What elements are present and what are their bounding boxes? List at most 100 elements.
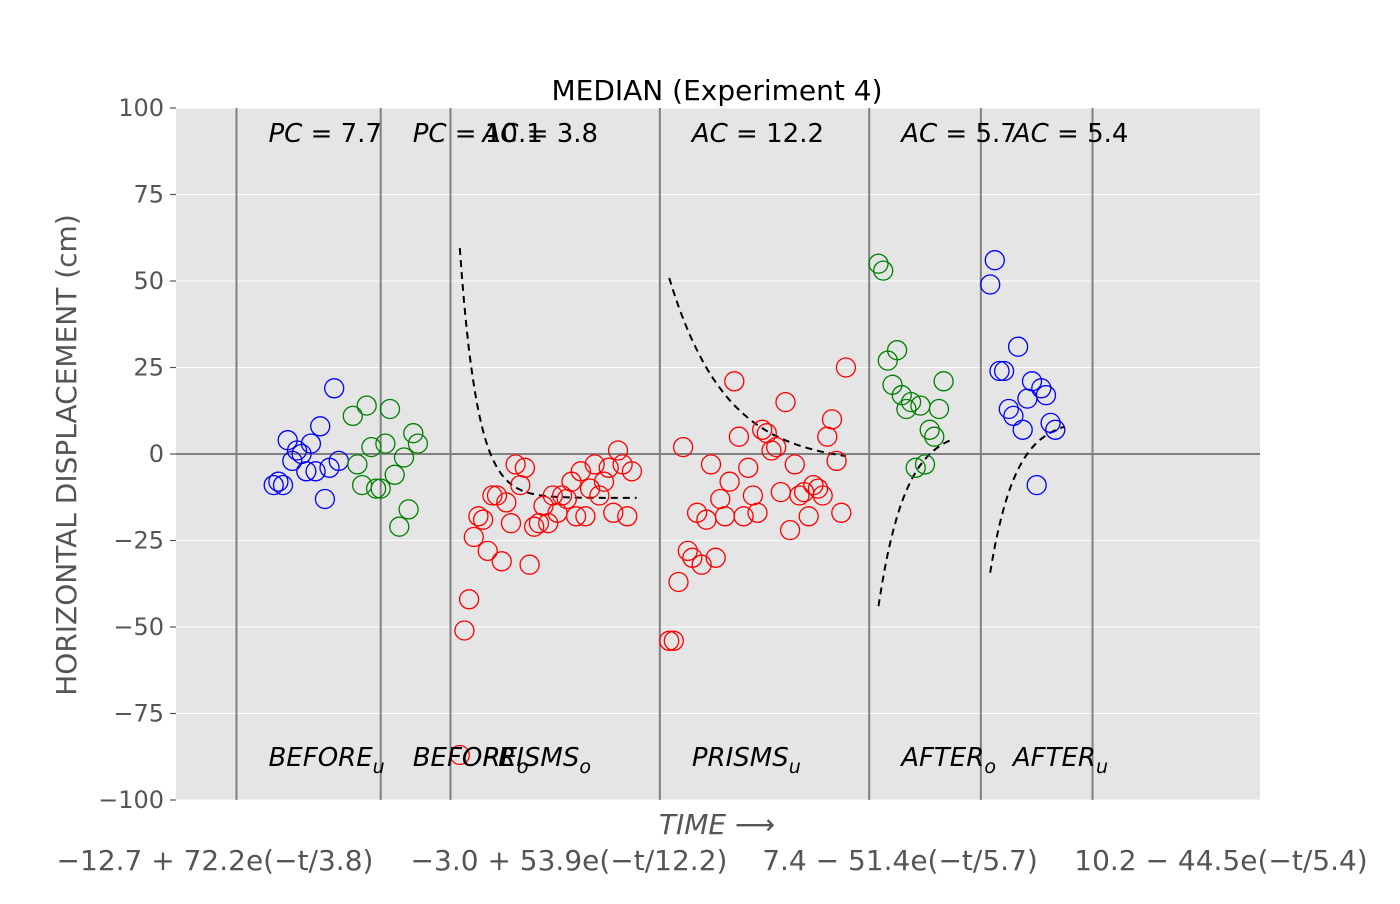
data-point [472, 509, 494, 530]
data-point [375, 433, 396, 454]
data-point [379, 398, 401, 420]
data-point [989, 360, 1010, 382]
data-point [789, 485, 810, 506]
data-point [831, 502, 852, 523]
data-point [463, 526, 484, 548]
data-point [924, 426, 945, 447]
data-point [584, 454, 605, 475]
data-point [766, 436, 787, 458]
data-point [361, 436, 382, 458]
data-point [914, 454, 936, 475]
grid-lines [176, 107, 1260, 801]
phase-stat-label: AC = 5.4 [1011, 119, 1129, 149]
y-axis-ticks: 100 75 50 25 0 −25 −50 −75 −100 [98, 94, 176, 814]
data-point [365, 478, 387, 499]
data-point [621, 461, 643, 482]
data-point [505, 454, 526, 475]
data-point [286, 440, 308, 461]
data-point [356, 395, 377, 416]
data-point [1031, 378, 1052, 399]
fit-curve [458, 248, 637, 499]
data-point [454, 620, 475, 641]
phase-stat-label: PC = 10.1 [413, 119, 543, 149]
data-point [514, 457, 536, 478]
phase-stat-label: AC = 12.2 [690, 119, 824, 149]
data-point [886, 340, 908, 361]
data-point [1035, 385, 1057, 406]
data-point [998, 398, 1019, 420]
data-point [524, 516, 545, 537]
data-point [477, 540, 498, 562]
y-tick-label: −50 [113, 613, 164, 641]
data-point [807, 478, 829, 499]
data-point [305, 461, 326, 482]
data-points [263, 250, 1066, 766]
data-point [398, 499, 419, 520]
data-point [272, 474, 294, 496]
data-point [519, 554, 540, 575]
data-point [672, 436, 694, 458]
data-point [589, 485, 610, 506]
data-point [747, 502, 768, 523]
phase-stat-label: PC = 7.7 [268, 119, 382, 149]
data-point [342, 405, 363, 427]
data-point [812, 485, 833, 506]
data-point [1012, 419, 1033, 440]
phase-name-label: PRISMSu [692, 743, 801, 778]
data-point [663, 630, 684, 651]
data-point [593, 471, 615, 492]
data-point [300, 433, 322, 454]
data-point [565, 506, 587, 527]
data-point [393, 447, 415, 468]
data-point [496, 492, 517, 513]
data-point [575, 506, 596, 527]
data-point [1040, 412, 1061, 434]
data-point [407, 433, 429, 454]
data-point [826, 450, 847, 472]
data-point [617, 506, 638, 527]
data-point [752, 419, 773, 440]
data-point [491, 551, 512, 572]
fit-equation-2: −3.0 + 53.9e(−t/12.2) [411, 844, 728, 877]
data-point [933, 371, 954, 392]
data-point [263, 474, 284, 496]
fit-equation-3: 7.4 − 51.4e(−t/5.7) [762, 844, 1038, 877]
phase-stat-label: AC = 3.8 [480, 119, 598, 149]
data-point [784, 454, 805, 475]
data-point [551, 485, 573, 506]
data-point [324, 378, 345, 399]
data-point [738, 457, 759, 478]
data-point [733, 506, 754, 527]
data-point [296, 461, 317, 482]
data-point [598, 457, 619, 478]
data-point [482, 485, 503, 506]
fit-curve [668, 277, 847, 458]
data-point [700, 454, 722, 475]
phase-name-label: PRISMSo [482, 743, 590, 778]
data-point [1045, 419, 1066, 440]
data-point [310, 416, 331, 437]
y-tick-label: −75 [113, 700, 164, 728]
y-tick-label: 100 [118, 94, 164, 122]
y-tick-label: −100 [98, 786, 164, 814]
data-point [403, 423, 424, 444]
y-axis-label: HORIZONTAL DISPLACEMENT (cm) [50, 214, 83, 696]
data-point [984, 250, 1005, 271]
y-tick-label: 25 [133, 354, 164, 382]
data-point [900, 391, 922, 413]
y-tick-label: 75 [133, 181, 164, 209]
data-point [268, 471, 289, 492]
data-point [1003, 405, 1024, 427]
data-point [659, 630, 680, 651]
phase-labels: PC = 7.7 BEFOREu PC = 10.1 BEFOREo AC = 3.8 P… [268, 119, 1128, 778]
data-point [370, 478, 391, 499]
data-point [761, 440, 782, 461]
data-point [449, 744, 470, 766]
data-point [1026, 474, 1047, 496]
data-point [728, 426, 750, 447]
phase-name-label: AFTERu [1011, 743, 1108, 778]
y-tick-label: 0 [149, 440, 164, 468]
data-point [919, 419, 940, 440]
phase-name-label: AFTERo [899, 743, 996, 778]
